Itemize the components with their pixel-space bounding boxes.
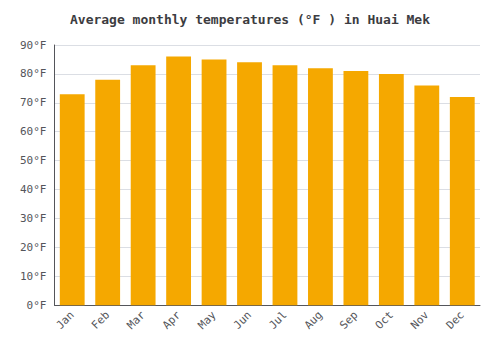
svg-text:40°F: 40°F xyxy=(20,183,47,196)
svg-text:Dec: Dec xyxy=(444,309,467,332)
svg-text:50°F: 50°F xyxy=(20,154,47,167)
svg-text:Average monthly temperatures (: Average monthly temperatures (°F ) in Hu… xyxy=(70,12,430,27)
svg-text:Jul: Jul xyxy=(266,309,289,332)
svg-text:10°F: 10°F xyxy=(20,270,47,283)
svg-text:80°F: 80°F xyxy=(20,67,47,80)
svg-text:90°F: 90°F xyxy=(20,39,47,52)
svg-text:May: May xyxy=(195,308,218,331)
svg-text:Apr: Apr xyxy=(160,308,183,331)
svg-text:70°F: 70°F xyxy=(20,96,47,109)
svg-text:Mar: Mar xyxy=(125,308,148,331)
svg-text:20°F: 20°F xyxy=(20,241,47,254)
svg-text:Oct: Oct xyxy=(373,309,396,332)
svg-text:Nov: Nov xyxy=(408,308,431,331)
svg-text:Sep: Sep xyxy=(337,309,360,332)
svg-text:Aug: Aug xyxy=(302,309,325,332)
svg-text:Jan: Jan xyxy=(54,309,77,332)
svg-text:0°F: 0°F xyxy=(27,299,47,312)
svg-text:Jun: Jun xyxy=(231,309,254,332)
svg-text:Feb: Feb xyxy=(89,309,112,332)
svg-text:30°F: 30°F xyxy=(20,212,47,225)
svg-text:60°F: 60°F xyxy=(20,125,47,138)
